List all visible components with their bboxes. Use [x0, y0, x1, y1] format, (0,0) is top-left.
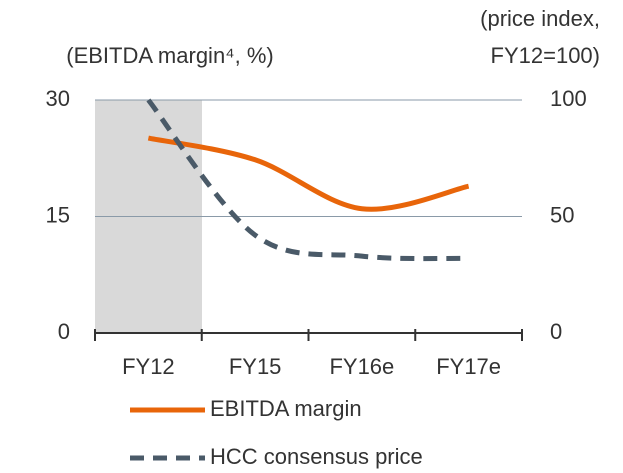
- legend-label: HCC consensus price: [210, 444, 423, 469]
- x-tick-label: FY15: [229, 354, 282, 379]
- y2-axis-label: FY12=100): [491, 43, 600, 68]
- y2-tick-label: 50: [550, 202, 574, 227]
- y-tick-label: 30: [46, 86, 70, 111]
- x-tick-label: FY12: [122, 354, 175, 379]
- y-axis-label: (EBITDA margin⁴, %): [66, 43, 274, 68]
- y2-tick-label: 100: [550, 86, 587, 111]
- series-line: [147, 135, 470, 212]
- x-tick-label: FY16e: [329, 354, 394, 379]
- y-tick-label: 0: [58, 319, 70, 344]
- y-tick-label: 15: [46, 202, 70, 227]
- y2-tick-label: 0: [550, 319, 562, 344]
- x-tick-label: FY17e: [436, 354, 501, 379]
- legend-label: EBITDA margin: [210, 396, 362, 421]
- y2-axis-label: (price index,: [480, 6, 600, 31]
- series-line: [146, 98, 469, 262]
